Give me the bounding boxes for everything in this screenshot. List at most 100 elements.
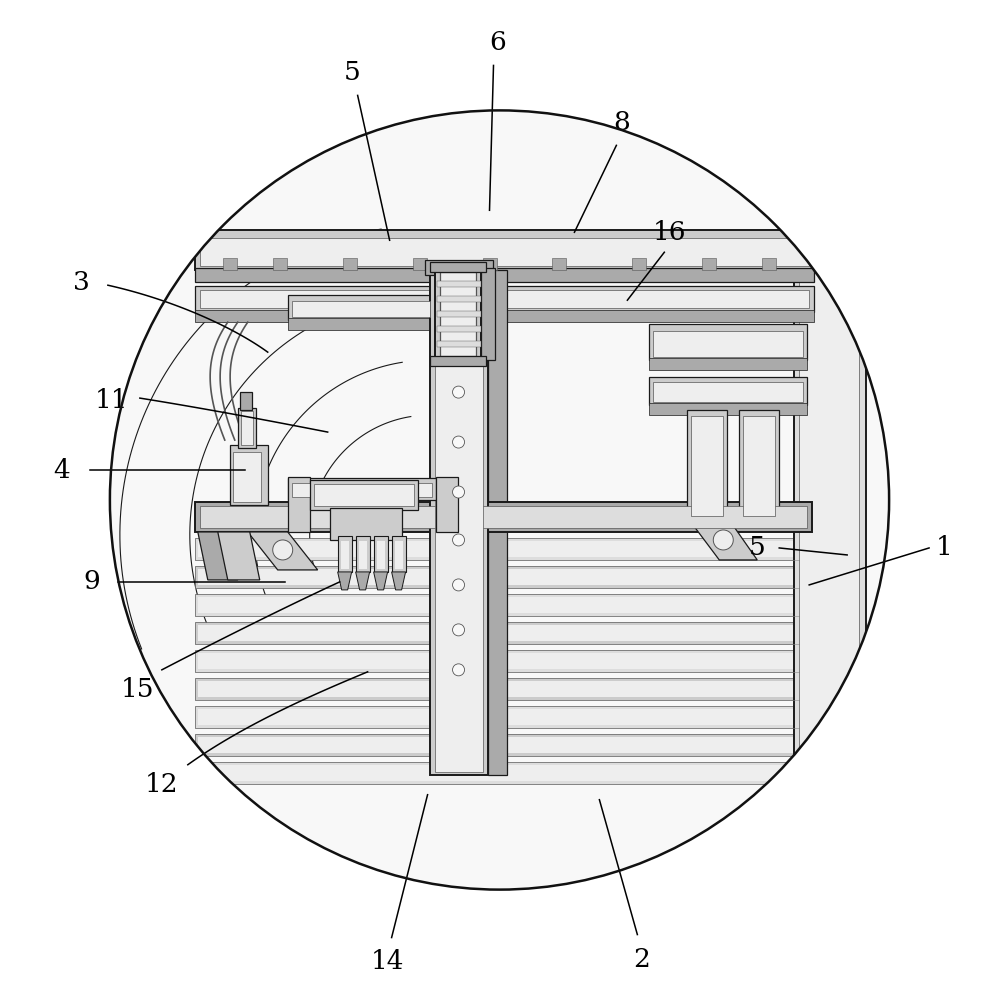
Bar — [437, 296, 481, 302]
Circle shape — [453, 534, 465, 546]
Polygon shape — [338, 572, 352, 590]
Text: 12: 12 — [145, 772, 179, 797]
Bar — [195, 502, 812, 532]
Bar — [198, 709, 809, 725]
Bar — [310, 480, 418, 510]
Bar — [198, 625, 809, 641]
Bar — [195, 268, 814, 282]
Bar — [739, 410, 779, 520]
Bar — [198, 569, 809, 585]
Text: 15: 15 — [121, 677, 155, 702]
Bar — [653, 382, 803, 402]
Bar — [359, 541, 367, 569]
Bar — [437, 281, 481, 287]
Bar — [273, 258, 287, 270]
Bar — [195, 566, 812, 588]
Bar — [288, 295, 433, 320]
Bar — [649, 377, 807, 405]
Bar — [230, 445, 268, 505]
Bar — [292, 301, 430, 317]
Bar — [649, 403, 807, 415]
Bar — [195, 286, 814, 312]
Text: 5: 5 — [749, 535, 765, 560]
Bar — [195, 734, 812, 756]
Bar — [341, 541, 349, 569]
Bar — [799, 250, 859, 772]
Bar — [288, 478, 436, 500]
Bar — [440, 272, 476, 356]
Bar — [392, 536, 406, 572]
Bar — [198, 541, 809, 557]
Bar — [430, 262, 486, 272]
Text: 1: 1 — [936, 535, 952, 560]
Bar — [198, 597, 809, 613]
Circle shape — [453, 486, 465, 498]
Bar — [435, 268, 481, 360]
Bar — [198, 653, 809, 669]
Bar — [632, 258, 646, 270]
Bar — [195, 538, 812, 560]
Bar — [552, 258, 566, 270]
Bar — [435, 274, 483, 772]
Bar — [374, 536, 388, 572]
Bar — [200, 290, 809, 308]
Bar — [702, 258, 716, 270]
Bar — [288, 318, 433, 330]
Text: 8: 8 — [613, 110, 629, 135]
Text: 5: 5 — [344, 60, 360, 85]
Text: 9: 9 — [84, 569, 100, 594]
Polygon shape — [198, 532, 238, 580]
Text: 2: 2 — [633, 947, 649, 972]
Bar — [436, 477, 458, 532]
Bar — [198, 737, 809, 753]
Bar — [233, 452, 261, 502]
Circle shape — [273, 540, 293, 560]
Bar — [292, 483, 432, 497]
Text: 16: 16 — [652, 220, 686, 245]
Bar — [430, 270, 488, 775]
Bar — [649, 324, 807, 360]
Bar — [314, 484, 414, 506]
Bar — [356, 536, 370, 572]
Bar — [653, 331, 803, 357]
Bar — [430, 356, 486, 366]
Bar — [343, 258, 357, 270]
Bar — [649, 358, 807, 370]
Bar — [223, 258, 237, 270]
Bar — [110, 110, 889, 890]
Polygon shape — [392, 572, 406, 590]
Text: 3: 3 — [74, 270, 90, 295]
Bar — [195, 230, 814, 270]
Bar — [288, 477, 310, 532]
Bar — [195, 650, 812, 672]
Bar — [762, 258, 776, 270]
Text: 11: 11 — [95, 388, 129, 413]
Polygon shape — [218, 532, 260, 580]
Bar — [488, 270, 507, 775]
Circle shape — [453, 579, 465, 591]
Bar — [794, 245, 866, 775]
Bar — [238, 408, 256, 448]
Bar — [240, 392, 252, 410]
Bar — [198, 765, 809, 781]
Bar — [338, 536, 352, 572]
Bar — [195, 706, 812, 728]
Bar — [437, 311, 481, 317]
Text: 4: 4 — [54, 458, 70, 483]
Bar — [241, 411, 253, 445]
Text: 14: 14 — [371, 949, 405, 974]
Bar — [743, 416, 775, 516]
Bar — [437, 326, 481, 332]
Bar — [195, 594, 812, 616]
Circle shape — [713, 530, 733, 550]
Bar — [395, 541, 403, 569]
Bar — [425, 260, 493, 275]
Bar — [195, 310, 814, 322]
Polygon shape — [248, 532, 318, 570]
Bar — [481, 268, 495, 360]
Bar — [195, 622, 812, 644]
Bar — [413, 258, 427, 270]
Circle shape — [453, 664, 465, 676]
Polygon shape — [356, 572, 370, 590]
Polygon shape — [689, 520, 757, 560]
